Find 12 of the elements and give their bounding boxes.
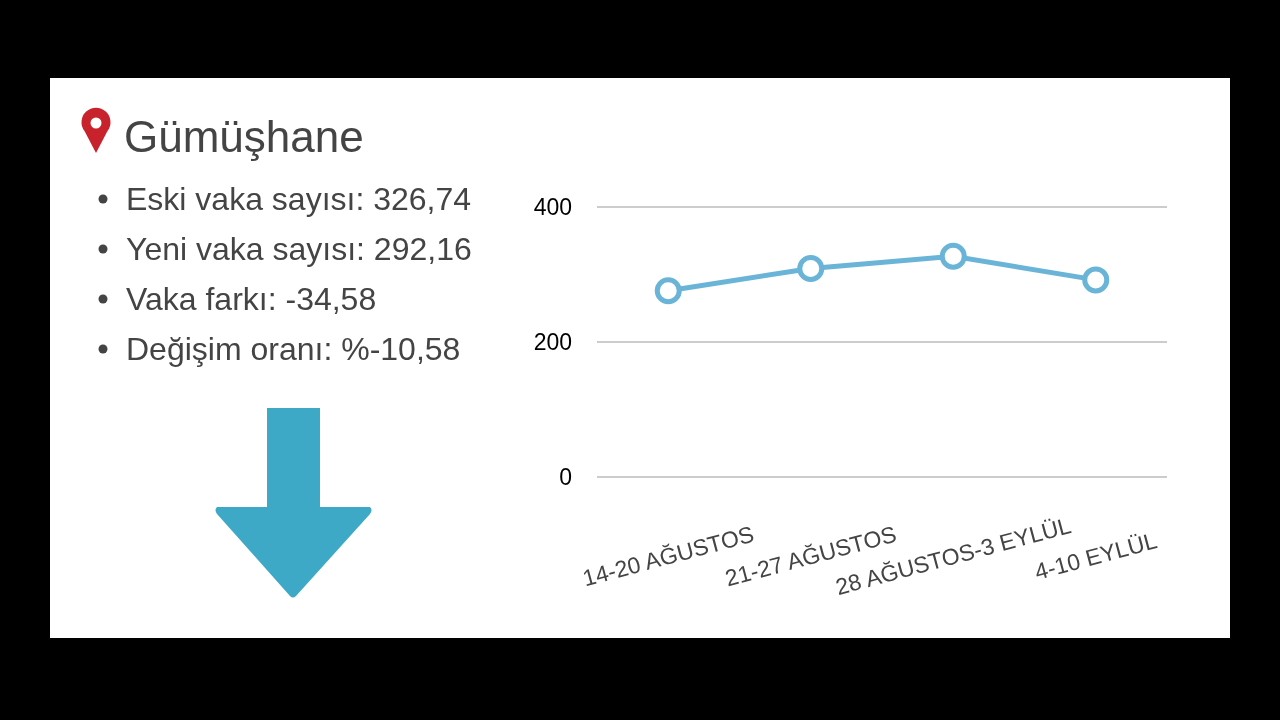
text: Değişim oranı: %-10,58: [126, 331, 461, 367]
y-tick-label: 400: [533, 194, 572, 221]
y-tick-label: 200: [533, 329, 572, 356]
point: [939, 242, 967, 270]
text: Vaka farkı: -34,58: [126, 281, 377, 317]
text: Eski vaka sayısı: 326,74: [126, 181, 472, 217]
point: [797, 254, 825, 282]
point: [1082, 266, 1110, 294]
text: Yeni vaka sayısı: 292,16: [126, 231, 472, 267]
point: [654, 277, 682, 305]
y-tick-label: 0: [559, 464, 572, 491]
text: Gümüşhane: [124, 112, 364, 161]
